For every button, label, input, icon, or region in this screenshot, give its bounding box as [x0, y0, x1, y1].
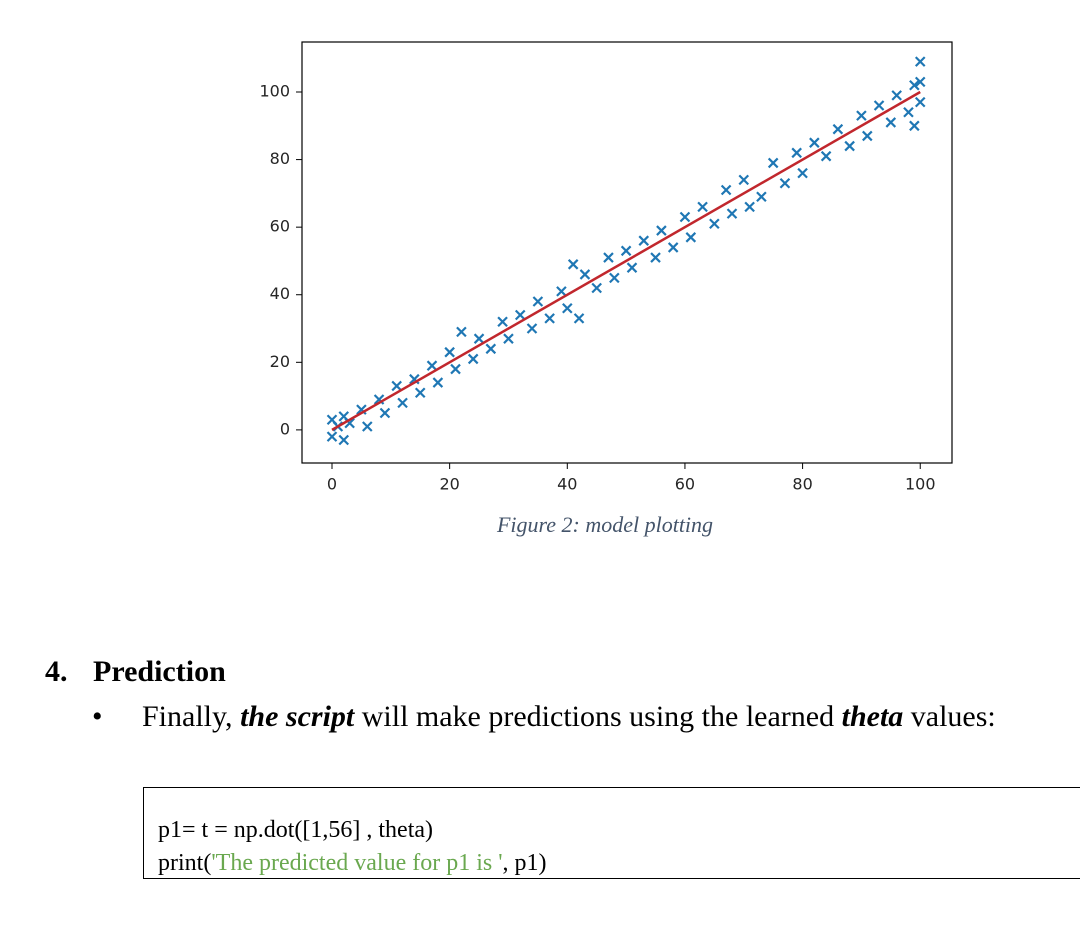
y-tick-label: 100	[259, 82, 290, 101]
heading-text: Prediction	[93, 655, 226, 688]
data-point	[603, 252, 614, 263]
data-point	[885, 117, 897, 128]
data-point	[767, 157, 779, 169]
data-point	[414, 387, 426, 398]
data-point	[650, 252, 661, 263]
data-point	[685, 232, 697, 243]
data-point	[467, 353, 479, 365]
data-point	[432, 377, 444, 388]
data-point	[656, 225, 667, 236]
bullet-item: • Finally, the script will make predictio…	[92, 700, 996, 734]
data-point	[744, 201, 755, 213]
data-point	[591, 282, 602, 294]
y-tick-label: 80	[270, 149, 290, 168]
data-point	[667, 242, 679, 253]
data-point	[891, 90, 902, 101]
data-point	[579, 269, 591, 280]
data-point	[456, 326, 467, 338]
data-point	[620, 245, 632, 257]
fit-line	[331, 90, 921, 431]
data-point	[338, 434, 350, 446]
code-line: p1= t = np.dot([1,56] , theta)	[158, 817, 433, 844]
data-point	[397, 397, 408, 409]
data-point	[832, 123, 844, 135]
x-tick-label: 40	[557, 475, 577, 494]
data-point	[362, 421, 373, 432]
x-tick-label: 0	[327, 475, 337, 494]
figure-caption: Figure 2: model plotting	[496, 512, 714, 537]
data-point	[697, 201, 708, 213]
data-point	[391, 380, 402, 392]
data-point	[326, 431, 338, 442]
data-point	[914, 96, 926, 108]
data-point	[862, 130, 873, 142]
data-point	[544, 313, 555, 324]
data-point	[738, 174, 750, 186]
code-box	[143, 787, 1080, 879]
data-point	[532, 296, 544, 307]
x-tick-label: 100	[905, 475, 936, 494]
code-line: print('The predicted value for p1 is ', …	[158, 850, 547, 877]
data-point	[809, 137, 820, 148]
data-point	[556, 286, 567, 297]
data-point	[856, 110, 867, 121]
data-point	[514, 309, 526, 321]
data-point	[791, 147, 802, 159]
data-point	[779, 177, 791, 189]
data-point	[503, 333, 514, 344]
y-tick-label: 60	[270, 217, 290, 236]
data-point	[844, 140, 855, 152]
bold-italic-text: theta	[841, 700, 904, 733]
data-point	[903, 107, 914, 118]
y-tick-label: 40	[270, 284, 290, 303]
x-tick-label: 60	[675, 475, 695, 494]
string-text: 'The predicted value for p1 is '	[211, 850, 503, 876]
heading-number: 4.	[45, 655, 68, 688]
x-tick-label: 80	[792, 475, 812, 494]
data-point	[709, 218, 720, 230]
plot-frame	[301, 41, 953, 464]
data-point	[679, 211, 691, 223]
data-point	[426, 360, 438, 371]
data-point	[444, 346, 455, 358]
data-point	[609, 272, 620, 284]
data-point	[626, 262, 638, 273]
data-point	[485, 343, 497, 355]
data-point	[797, 167, 808, 179]
data-point	[909, 79, 920, 91]
text-run: print(	[158, 850, 212, 876]
data-point	[909, 120, 920, 132]
text-run: will make predictions using the learned	[354, 700, 842, 733]
data-point	[562, 302, 573, 314]
bullet-dot: •	[92, 700, 103, 733]
data-point	[567, 259, 579, 270]
data-point	[638, 235, 650, 246]
y-tick-label: 20	[270, 352, 290, 371]
text-run: Finally,	[142, 700, 241, 733]
data-point	[720, 184, 732, 196]
data-point	[473, 333, 485, 344]
data-point	[914, 76, 926, 88]
data-point	[914, 56, 926, 67]
text-run: p1= t = np.dot([1,56] , theta)	[158, 817, 434, 843]
data-point	[450, 363, 461, 375]
data-point	[573, 313, 585, 324]
text-run: values:	[903, 700, 996, 733]
section-heading: 4. Prediction	[45, 655, 226, 689]
chart: 0 20 40 60 80 100 0 20 40 60 80 100	[259, 41, 953, 494]
bold-italic-text: the script	[240, 700, 355, 733]
data-point	[756, 191, 767, 203]
y-tick-label: 0	[280, 419, 290, 438]
data-point	[526, 323, 538, 334]
data-point	[873, 100, 885, 111]
data-point	[497, 316, 508, 328]
data-point	[379, 407, 391, 419]
data-point	[820, 150, 832, 162]
text-run: , p1)	[502, 850, 547, 876]
data-point	[726, 208, 738, 219]
x-tick-label: 20	[439, 475, 459, 494]
